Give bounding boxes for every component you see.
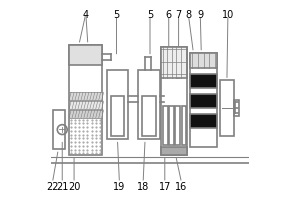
Circle shape bbox=[98, 45, 101, 48]
Bar bbox=[138, 70, 160, 139]
Text: 9: 9 bbox=[197, 10, 203, 20]
Text: 19: 19 bbox=[113, 182, 126, 192]
Circle shape bbox=[98, 53, 101, 56]
Circle shape bbox=[79, 61, 82, 64]
Bar bbox=[161, 47, 188, 155]
Bar bbox=[190, 53, 217, 68]
Text: 22: 22 bbox=[46, 182, 59, 192]
Bar bbox=[190, 114, 217, 128]
Bar bbox=[163, 106, 168, 145]
Text: 4: 4 bbox=[83, 10, 89, 20]
Text: 20: 20 bbox=[68, 182, 80, 192]
Bar bbox=[69, 92, 102, 100]
Bar bbox=[69, 45, 102, 64]
Circle shape bbox=[74, 53, 77, 56]
Circle shape bbox=[88, 61, 92, 64]
Circle shape bbox=[93, 53, 97, 56]
Bar bbox=[106, 70, 128, 139]
Circle shape bbox=[93, 45, 97, 48]
Bar bbox=[161, 47, 188, 78]
Bar bbox=[161, 147, 188, 155]
Circle shape bbox=[88, 45, 92, 48]
Bar bbox=[175, 106, 180, 145]
Bar bbox=[69, 101, 102, 109]
Text: 18: 18 bbox=[137, 182, 149, 192]
Circle shape bbox=[98, 61, 101, 64]
Bar bbox=[69, 110, 102, 118]
Circle shape bbox=[74, 61, 77, 64]
Text: 17: 17 bbox=[159, 182, 171, 192]
Text: 16: 16 bbox=[176, 182, 188, 192]
Bar bbox=[220, 80, 234, 136]
Text: 5: 5 bbox=[113, 10, 120, 20]
Circle shape bbox=[70, 61, 73, 64]
Bar bbox=[234, 100, 239, 116]
Text: 21: 21 bbox=[56, 182, 68, 192]
Circle shape bbox=[70, 45, 73, 48]
Text: 8: 8 bbox=[185, 10, 191, 20]
Text: 7: 7 bbox=[176, 10, 182, 20]
Circle shape bbox=[84, 45, 87, 48]
Circle shape bbox=[79, 53, 82, 56]
Bar bbox=[190, 94, 217, 108]
Text: 10: 10 bbox=[222, 10, 234, 20]
Text: 6: 6 bbox=[166, 10, 172, 20]
Circle shape bbox=[93, 61, 97, 64]
Bar bbox=[190, 74, 217, 88]
Circle shape bbox=[79, 45, 82, 48]
Bar bbox=[111, 96, 124, 136]
Circle shape bbox=[84, 53, 87, 56]
Circle shape bbox=[84, 61, 87, 64]
Circle shape bbox=[74, 45, 77, 48]
Bar bbox=[69, 45, 102, 155]
Circle shape bbox=[88, 53, 92, 56]
Bar bbox=[142, 96, 156, 136]
Bar bbox=[190, 53, 217, 147]
Bar bbox=[53, 110, 65, 149]
Bar bbox=[169, 106, 174, 145]
Text: 5: 5 bbox=[147, 10, 153, 20]
Bar bbox=[182, 106, 187, 145]
Circle shape bbox=[70, 53, 73, 56]
